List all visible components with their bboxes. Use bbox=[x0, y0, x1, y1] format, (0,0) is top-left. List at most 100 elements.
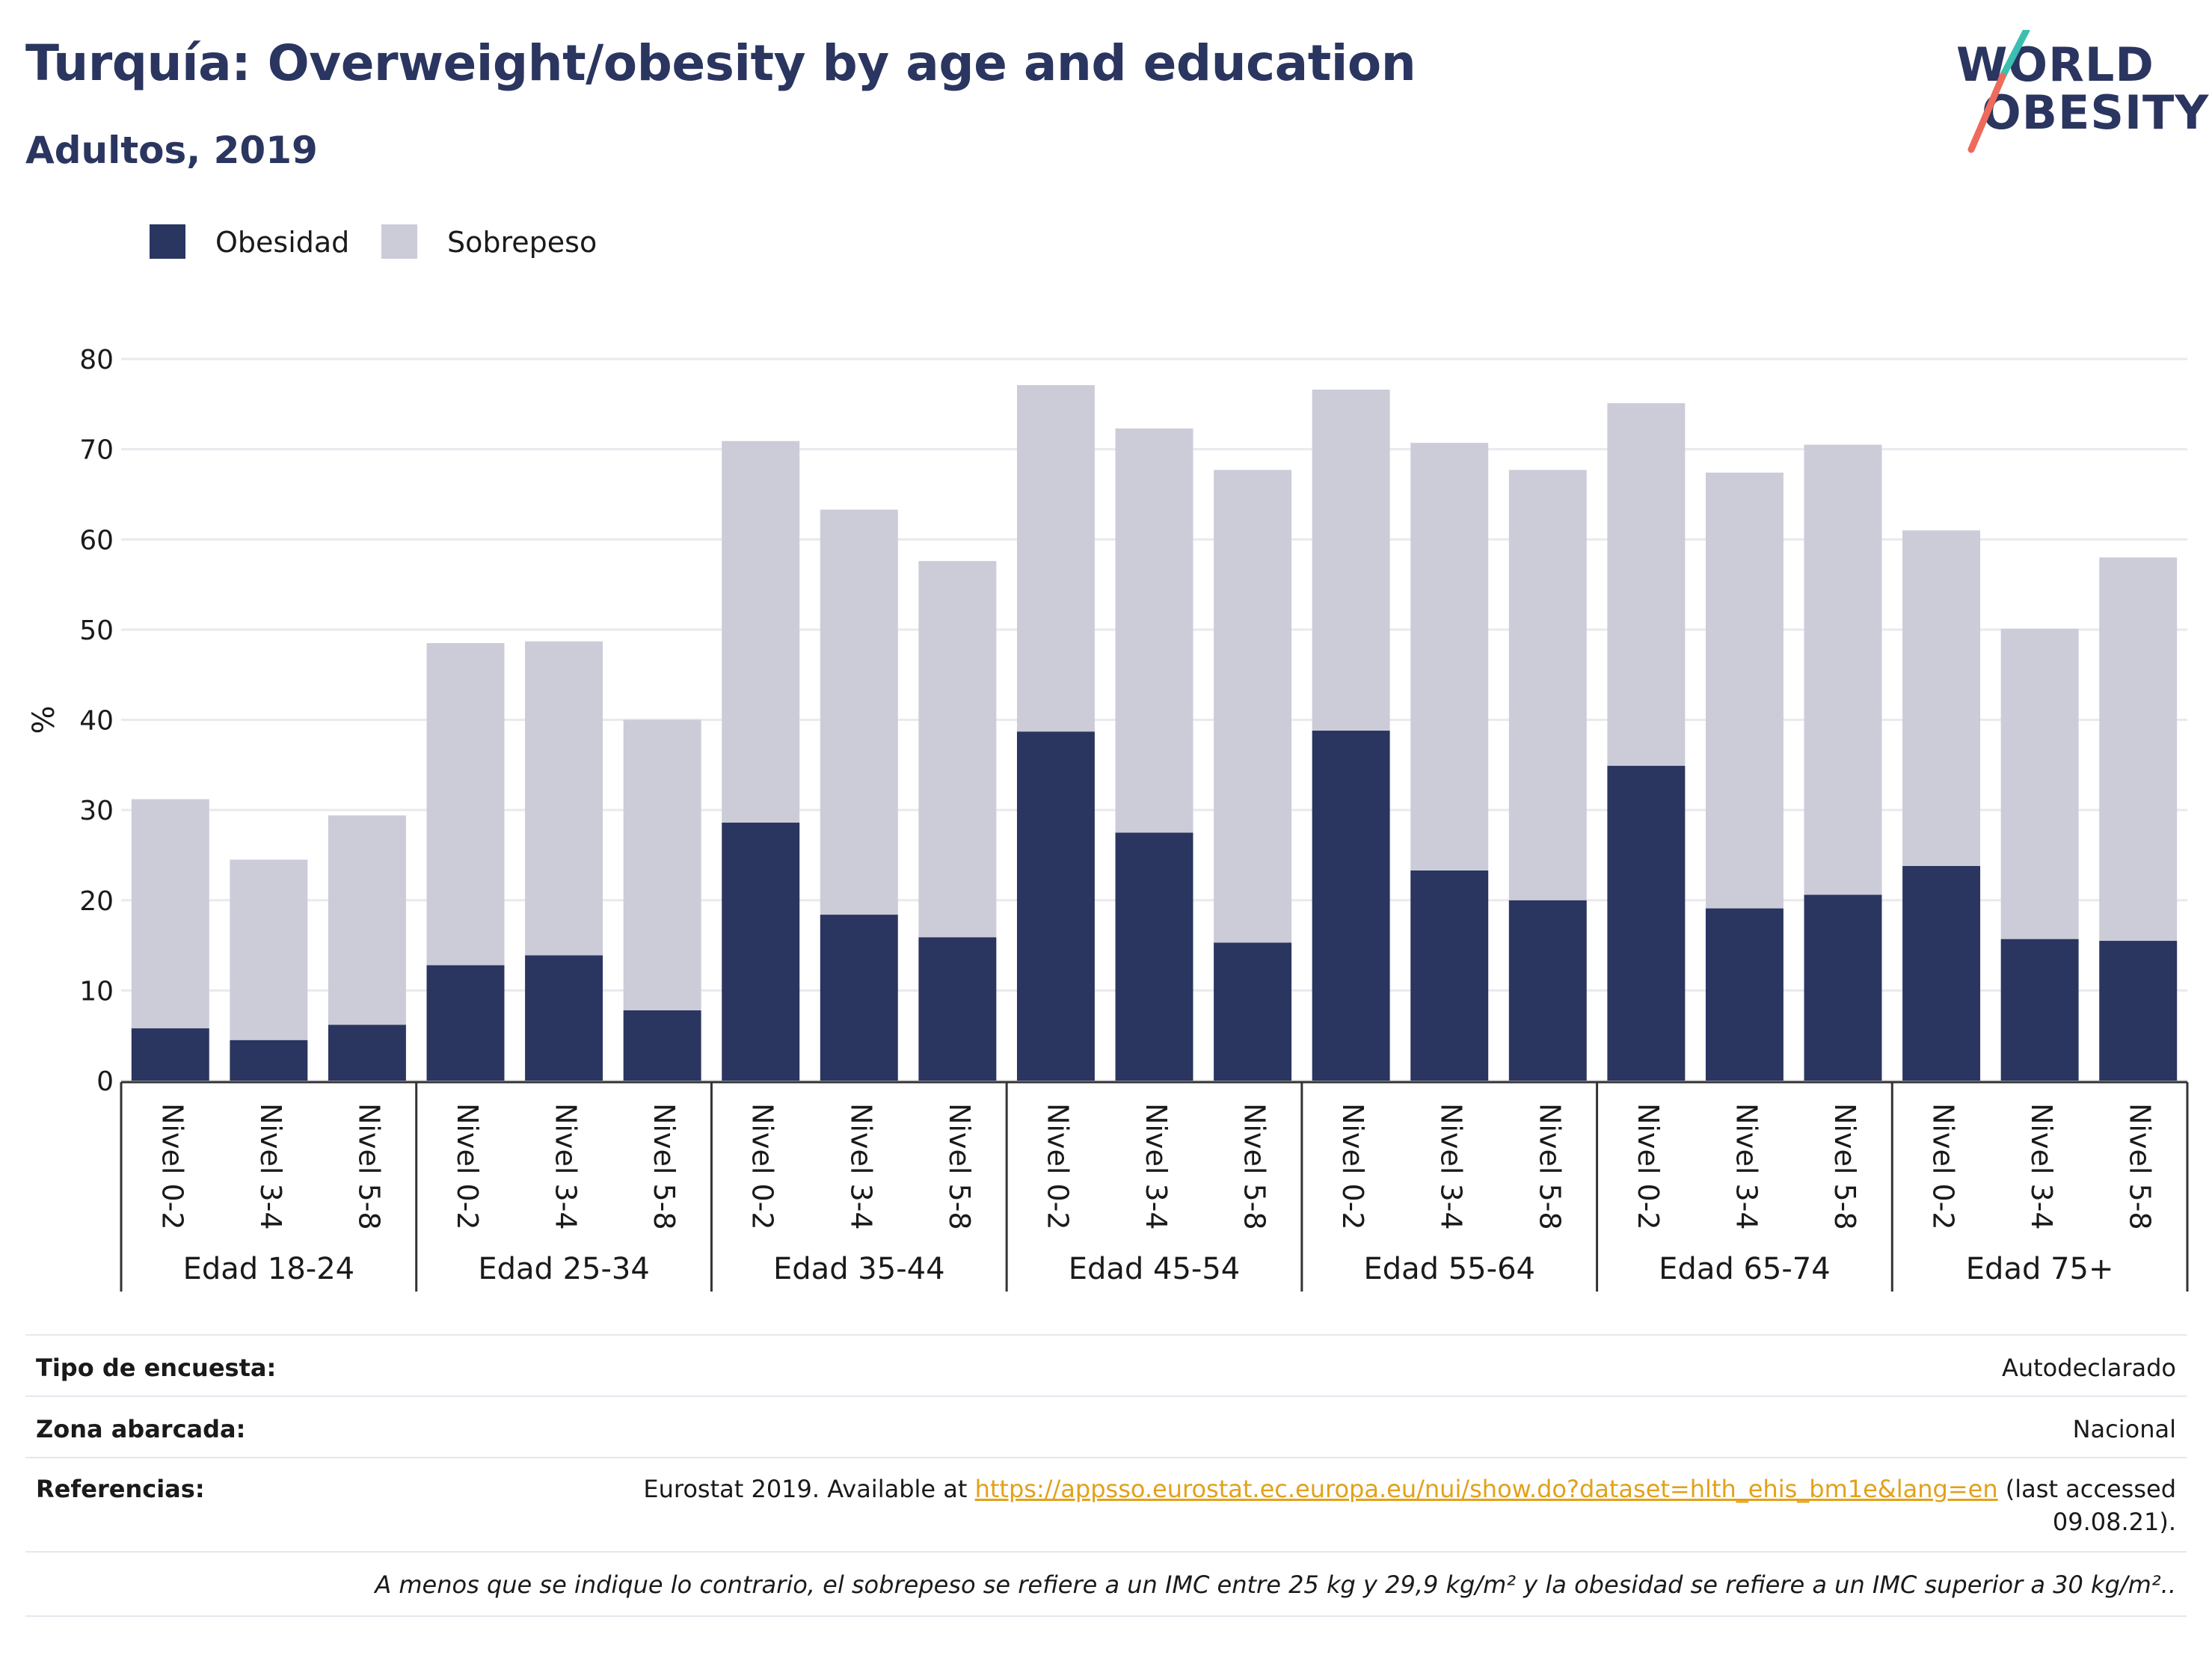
y-tick-label: 40 bbox=[79, 706, 114, 737]
bar-sobrepeso bbox=[2099, 557, 2178, 942]
bar-obesidad bbox=[1214, 942, 1292, 1081]
info-row-footnote: A menos que se indique lo contrario, el … bbox=[25, 1551, 2187, 1617]
y-tick-label: 60 bbox=[79, 525, 114, 556]
legend-label-obesidad: Obesidad bbox=[215, 226, 350, 259]
x-tick-label: Nivel 0-2 bbox=[1632, 1103, 1665, 1230]
x-tick-label: Nivel 3-4 bbox=[254, 1103, 287, 1230]
y-tick-label: 30 bbox=[79, 796, 114, 826]
references-suffix: (last accessed bbox=[1997, 1475, 2176, 1503]
x-tick-label: Nivel 0-2 bbox=[1927, 1103, 1960, 1230]
bar-obesidad bbox=[1705, 908, 1784, 1081]
bar-obesidad bbox=[1607, 766, 1686, 1081]
x-tick-label: Nivel 0-2 bbox=[156, 1103, 188, 1230]
legend-swatch-sobrepeso bbox=[381, 224, 417, 259]
logo-line-1: WORLD bbox=[1956, 37, 2154, 92]
x-tick-label: Nivel 3-4 bbox=[550, 1103, 583, 1230]
bar-sobrepeso bbox=[1607, 403, 1686, 767]
bar-sobrepeso bbox=[230, 859, 308, 1040]
bar-obesidad bbox=[918, 937, 997, 1081]
info-table: Tipo de encuesta: Autodeclarado Zona aba… bbox=[25, 1334, 2187, 1633]
legend-swatch-obesidad bbox=[150, 224, 185, 259]
bar-obesidad bbox=[328, 1025, 406, 1081]
logo-line-2: OBESITY bbox=[1982, 85, 2210, 140]
references-value: Eurostat 2019. Available at https://apps… bbox=[643, 1475, 2176, 1503]
bar-sobrepeso bbox=[1016, 384, 1095, 732]
bar-obesidad bbox=[722, 823, 800, 1081]
area-value: Nacional bbox=[2072, 1415, 2176, 1443]
x-tick-label: Nivel 0-2 bbox=[451, 1103, 484, 1230]
bar-sobrepeso bbox=[1804, 444, 1882, 895]
x-tick-label: Nivel 5-8 bbox=[943, 1103, 976, 1230]
footnote-text: A menos que se indique lo contrario, el … bbox=[375, 1570, 2176, 1599]
bar-sobrepeso bbox=[1508, 470, 1587, 900]
bar-sobrepeso bbox=[623, 719, 701, 1010]
x-tick-label: Nivel 3-4 bbox=[1435, 1103, 1468, 1230]
group-label: Edad 25-34 bbox=[478, 1252, 650, 1286]
bar-obesidad bbox=[230, 1040, 308, 1081]
x-tick-label: Nivel 0-2 bbox=[746, 1103, 779, 1230]
chart-title: Turquía: Overweight/obesity by age and e… bbox=[25, 34, 1416, 92]
x-tick-label: Nivel 5-8 bbox=[352, 1103, 385, 1230]
survey-value: Autodeclarado bbox=[2001, 1354, 2176, 1382]
info-row-area: Zona abarcada: Nacional bbox=[25, 1395, 2187, 1458]
x-tick-label: Nivel 5-8 bbox=[1533, 1103, 1566, 1230]
chart-subtitle: Adultos, 2019 bbox=[25, 129, 318, 172]
y-axis-title: % bbox=[27, 705, 61, 734]
bar-sobrepeso bbox=[722, 440, 800, 823]
x-tick-label: Nivel 0-2 bbox=[1041, 1103, 1074, 1230]
survey-label: Tipo de encuesta: bbox=[36, 1354, 277, 1382]
bar-obesidad bbox=[1508, 900, 1587, 1081]
bar-sobrepeso bbox=[1312, 390, 1390, 731]
area-label: Zona abarcada: bbox=[36, 1415, 246, 1443]
bar-sobrepeso bbox=[2000, 628, 2079, 939]
bar-sobrepeso bbox=[525, 641, 603, 956]
x-tick-label: Nivel 5-8 bbox=[2124, 1103, 2157, 1230]
bar-obesidad bbox=[1016, 731, 1095, 1081]
y-tick-label: 10 bbox=[79, 976, 114, 1007]
bar-obesidad bbox=[1115, 832, 1193, 1081]
bar-sobrepeso bbox=[131, 799, 209, 1029]
bar-sobrepeso bbox=[1115, 428, 1193, 833]
references-label: Referencias: bbox=[36, 1475, 205, 1503]
y-tick-label: 50 bbox=[79, 615, 114, 646]
bar-obesidad bbox=[131, 1028, 209, 1081]
world-obesity-logo: WORLD OBESITY bbox=[1937, 30, 2210, 165]
references-prefix: Eurostat 2019. Available at bbox=[643, 1475, 975, 1503]
legend-label-sobrepeso: Sobrepeso bbox=[447, 226, 597, 259]
bar-obesidad bbox=[623, 1010, 701, 1081]
x-tick-label: Nivel 3-4 bbox=[2025, 1103, 2058, 1230]
group-label: Edad 18-24 bbox=[183, 1252, 355, 1286]
info-row-survey: Tipo de encuesta: Autodeclarado bbox=[25, 1334, 2187, 1397]
references-link[interactable]: https://appsso.eurostat.ec.europa.eu/nui… bbox=[974, 1475, 1998, 1503]
x-tick-label: Nivel 5-8 bbox=[1238, 1103, 1271, 1230]
info-row-references: Referencias: Eurostat 2019. Available at… bbox=[25, 1457, 2187, 1553]
bar-obesidad bbox=[2099, 941, 2178, 1081]
bar-obesidad bbox=[1902, 865, 1981, 1081]
bar-sobrepeso bbox=[1410, 443, 1489, 871]
y-tick-label: 20 bbox=[79, 886, 114, 917]
bar-sobrepeso bbox=[426, 642, 505, 965]
bar-sobrepeso bbox=[918, 561, 997, 938]
stacked-bar-chart: 0 10 20 30 40 50 60 70 80% Nivel 0-2 Nivel 3-4 Nive… bbox=[27, 345, 2189, 1292]
bar-obesidad bbox=[426, 965, 505, 1081]
logo-slash-icon bbox=[1967, 30, 2030, 153]
bar-sobrepeso bbox=[820, 509, 898, 915]
y-tick-label: 70 bbox=[79, 435, 114, 466]
group-label: Edad 55-64 bbox=[1363, 1252, 1535, 1286]
x-tick-label: Nivel 3-4 bbox=[844, 1103, 877, 1230]
bar-obesidad bbox=[1312, 730, 1390, 1081]
bar-obesidad bbox=[2000, 939, 2079, 1081]
references-date: 09.08.21). bbox=[2052, 1508, 2176, 1536]
bar-sobrepeso bbox=[328, 815, 406, 1025]
y-tick-label: 80 bbox=[79, 345, 114, 375]
x-tick-label: Nivel 3-4 bbox=[1140, 1103, 1173, 1230]
group-label: Edad 35-44 bbox=[773, 1252, 945, 1286]
bar-sobrepeso bbox=[1902, 530, 1981, 866]
x-tick-label: Nivel 5-8 bbox=[1828, 1103, 1861, 1230]
bar-obesidad bbox=[1804, 894, 1882, 1081]
x-tick-label: Nivel 3-4 bbox=[1730, 1103, 1763, 1230]
x-tick-label: Nivel 5-8 bbox=[648, 1103, 681, 1230]
bar-sobrepeso bbox=[1705, 472, 1784, 909]
group-label: Edad 45-54 bbox=[1069, 1252, 1241, 1286]
bar-obesidad bbox=[1410, 870, 1489, 1081]
